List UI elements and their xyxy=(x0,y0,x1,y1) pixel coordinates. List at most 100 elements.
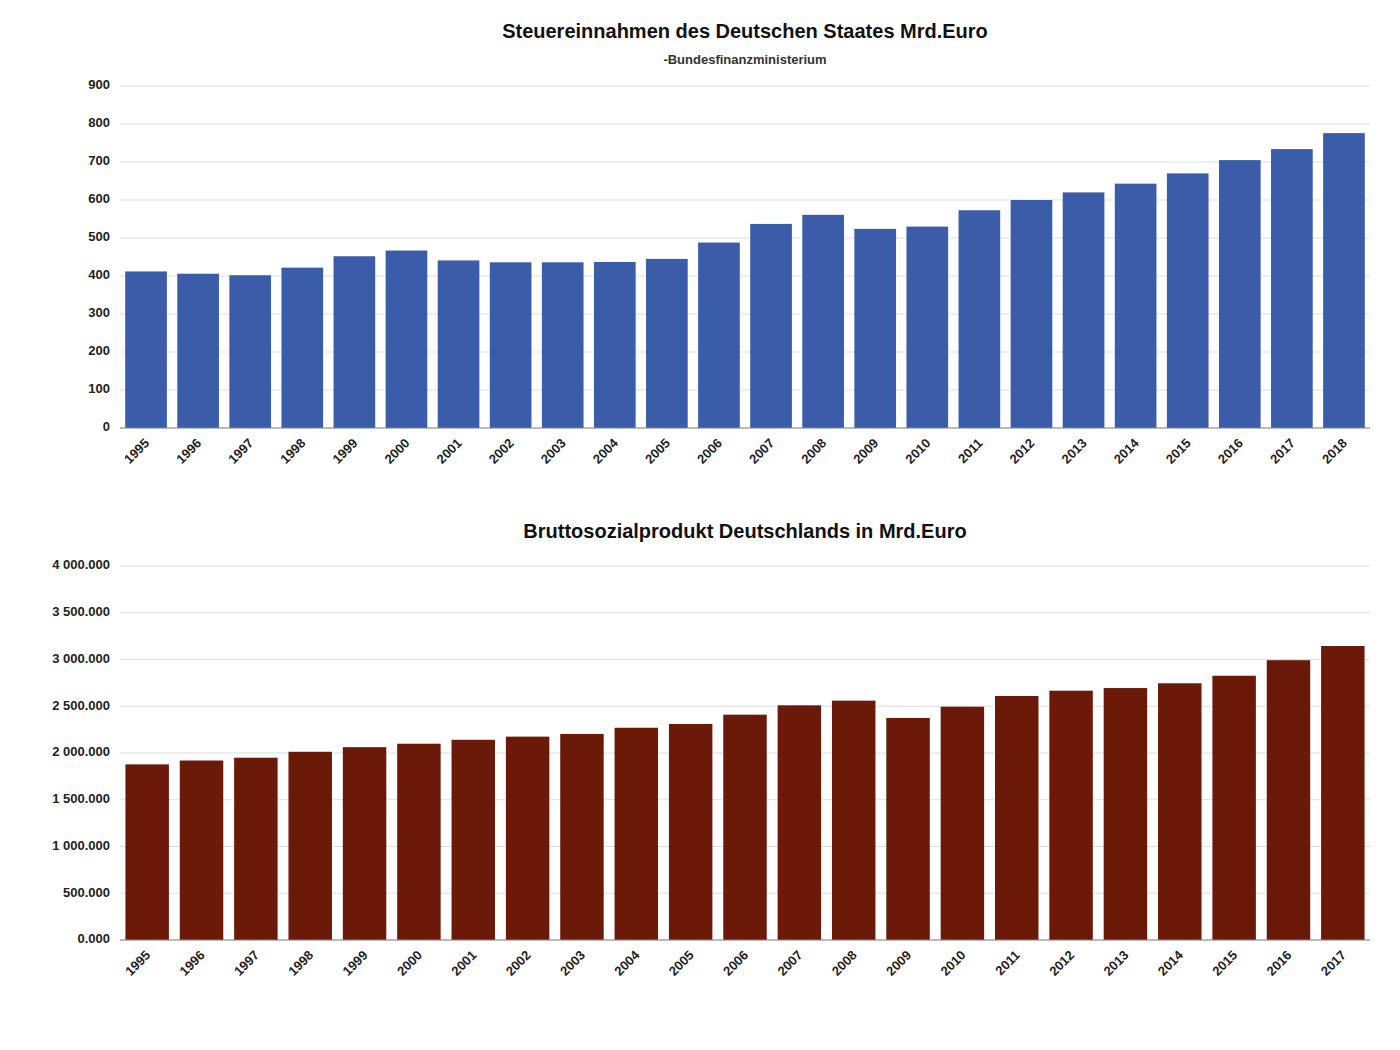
x-axis-line xyxy=(120,428,1370,429)
bar xyxy=(1104,688,1147,940)
y-tick-label: 2 000.000 xyxy=(52,744,110,759)
y-tick-label: 100 xyxy=(88,381,110,396)
grid-line xyxy=(120,124,1370,125)
bar xyxy=(560,734,603,940)
bar xyxy=(1011,200,1053,428)
x-tick-label: 1998 xyxy=(277,436,308,467)
chart-canvas: Steuereinnahmen des Deutschen Staates Mr… xyxy=(0,0,1400,1050)
grid-line xyxy=(120,86,1370,87)
bar xyxy=(854,229,896,428)
x-tick-label: 2001 xyxy=(434,436,465,467)
y-tick-label: 300 xyxy=(88,305,110,320)
x-tick-label: 2003 xyxy=(557,948,588,979)
x-tick-label: 2002 xyxy=(503,948,534,979)
x-tick-label: 2012 xyxy=(1046,948,1077,979)
y-tick-label: 500 xyxy=(88,229,110,244)
x-tick-label: 2009 xyxy=(850,436,881,467)
x-tick-label: 1997 xyxy=(231,948,262,979)
x-axis: 1995199619971998199920002001200220032004… xyxy=(120,940,1370,979)
bar xyxy=(234,758,277,940)
bar xyxy=(506,737,549,940)
bar xyxy=(750,224,792,428)
x-tick-label: 1999 xyxy=(329,436,360,467)
bar xyxy=(941,707,984,940)
bar xyxy=(343,747,386,940)
bar xyxy=(125,271,167,428)
y-tick-label: 3 500.000 xyxy=(52,604,110,619)
bar xyxy=(452,740,495,940)
x-tick-label: 2018 xyxy=(1319,436,1350,467)
y-tick-label: 800 xyxy=(88,115,110,130)
grid-line xyxy=(120,659,1370,660)
bar xyxy=(397,744,440,940)
y-tick-label: 200 xyxy=(88,343,110,358)
bar xyxy=(1212,676,1255,940)
x-tick-label: 1997 xyxy=(225,436,256,467)
y-tick-label: 900 xyxy=(88,77,110,92)
x-tick-label: 2016 xyxy=(1215,436,1246,467)
x-tick-label: 2001 xyxy=(448,948,479,979)
grid-line xyxy=(120,162,1370,163)
x-tick-label: 2015 xyxy=(1209,948,1240,979)
x-tick-label: 2006 xyxy=(720,948,751,979)
x-tick-label: 2010 xyxy=(937,948,968,979)
x-tick-label: 2005 xyxy=(666,948,697,979)
bar xyxy=(1219,160,1261,428)
bar xyxy=(1115,184,1157,428)
chart-subtitle: -Bundesfinanzministerium xyxy=(663,52,826,67)
y-tick-label: 2 500.000 xyxy=(52,698,110,713)
bar xyxy=(438,260,480,428)
bar-chart: Steuereinnahmen des Deutschen Staates Mr… xyxy=(88,20,1370,467)
bar xyxy=(1063,192,1105,428)
x-tick-label: 2003 xyxy=(538,436,569,467)
bar xyxy=(1321,646,1364,940)
x-tick-label: 2014 xyxy=(1111,435,1143,467)
bar xyxy=(229,275,271,428)
bar xyxy=(334,256,376,428)
x-tick-label: 1995 xyxy=(122,948,153,979)
x-tick-label: 2017 xyxy=(1318,948,1349,979)
grid-line xyxy=(120,428,1370,429)
x-tick-label: 2005 xyxy=(642,436,673,467)
x-tick-label: 1996 xyxy=(173,436,204,467)
x-tick-label: 2000 xyxy=(382,436,413,467)
x-tick-label: 1995 xyxy=(121,436,152,467)
grid-line xyxy=(120,566,1370,567)
x-tick-label: 2011 xyxy=(992,948,1023,979)
bar xyxy=(646,259,688,428)
y-tick-label: 0.000 xyxy=(77,931,110,946)
x-tick-label: 2006 xyxy=(694,436,725,467)
bar xyxy=(959,210,1001,428)
x-tick-label: 2007 xyxy=(746,436,777,467)
bar xyxy=(281,268,323,428)
x-tick-label: 2002 xyxy=(486,436,517,467)
x-tick-label: 2004 xyxy=(590,435,622,467)
bar xyxy=(1049,691,1092,940)
x-tick-label: 2000 xyxy=(394,948,425,979)
x-tick-label: 2007 xyxy=(774,948,805,979)
x-tick-label: 2017 xyxy=(1267,436,1298,467)
bar xyxy=(615,728,658,940)
grid-line xyxy=(120,940,1370,941)
chart-title: Steuereinnahmen des Deutschen Staates Mr… xyxy=(502,20,988,42)
y-tick-label: 4 000.000 xyxy=(52,557,110,572)
page: {"chart_data": [ {"type": "bar", "title"… xyxy=(0,0,1400,1050)
bar xyxy=(125,764,168,940)
y-tick-label: 3 000.000 xyxy=(52,651,110,666)
bar xyxy=(386,251,428,428)
bar xyxy=(1267,660,1310,940)
y-tick-label: 1 000.000 xyxy=(52,838,110,853)
bar xyxy=(723,715,766,940)
x-tick-label: 2013 xyxy=(1100,948,1131,979)
x-tick-label: 2008 xyxy=(798,436,829,467)
y-tick-label: 400 xyxy=(88,267,110,282)
y-tick-label: 0 xyxy=(103,419,110,434)
bar xyxy=(288,752,331,940)
x-tick-label: 2013 xyxy=(1059,436,1090,467)
bar xyxy=(180,761,223,940)
bars xyxy=(125,133,1365,428)
x-tick-label: 2004 xyxy=(611,947,643,979)
x-tick-label: 2012 xyxy=(1007,436,1038,467)
y-tick-label: 700 xyxy=(88,153,110,168)
bar xyxy=(995,696,1038,940)
